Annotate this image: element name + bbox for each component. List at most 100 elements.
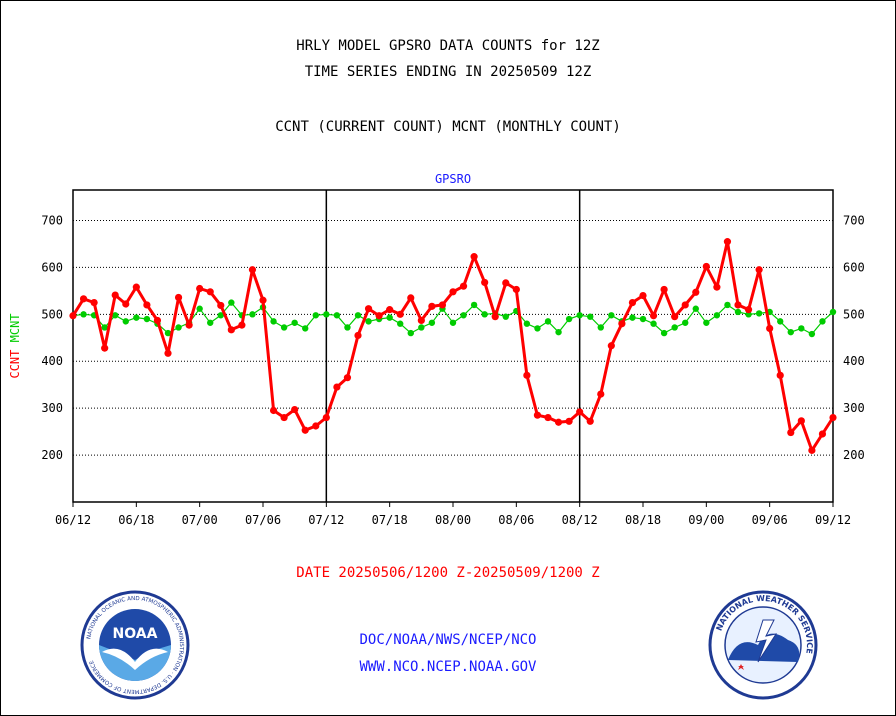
y-tick-label-right-700: 700 (843, 213, 865, 227)
point-mcnt-4 (112, 312, 119, 319)
point-mcnt-5 (122, 318, 129, 325)
point-mcnt-38 (470, 301, 478, 309)
y-tick-label-right-200: 200 (843, 448, 865, 462)
point-ccnt-58 (681, 301, 689, 309)
x-tick-label-4: 07/12 (308, 513, 344, 527)
x-tick-label-1: 06/18 (118, 513, 154, 527)
point-mcnt-9 (164, 329, 172, 337)
point-mcnt-17 (249, 311, 256, 318)
point-mcnt-39 (481, 311, 488, 318)
point-mcnt-53 (629, 314, 636, 321)
point-ccnt-22 (301, 426, 309, 434)
point-mcnt-15 (228, 299, 235, 306)
point-mcnt-20 (280, 324, 288, 331)
point-mcnt-47 (565, 315, 573, 323)
point-ccnt-25 (333, 383, 341, 391)
y-tick-label-left-200: 200 (41, 448, 63, 462)
point-ccnt-30 (386, 306, 394, 314)
point-ccnt-24 (322, 413, 330, 422)
point-mcnt-33 (418, 324, 425, 331)
point-ccnt-66 (766, 324, 774, 333)
point-ccnt-63 (734, 301, 742, 309)
point-mcnt-71 (819, 318, 826, 325)
x-tick-label-11: 09/06 (752, 513, 788, 527)
point-ccnt-59 (692, 288, 700, 296)
point-ccnt-48 (576, 408, 584, 416)
point-ccnt-2 (90, 299, 98, 307)
point-mcnt-49 (587, 313, 594, 320)
x-tick-label-6: 08/00 (435, 513, 471, 527)
point-mcnt-14 (217, 312, 224, 319)
point-ccnt-53 (628, 299, 637, 307)
y-tick-label-right-300: 300 (843, 401, 865, 415)
point-ccnt-21 (291, 405, 299, 414)
point-ccnt-0 (69, 312, 77, 320)
point-mcnt-51 (608, 312, 615, 319)
point-ccnt-49 (586, 417, 594, 425)
y-tick-label-right-600: 600 (843, 260, 865, 274)
point-mcnt-32 (407, 329, 414, 337)
point-ccnt-37 (459, 282, 468, 290)
y-axis-label: CCNT MCNT (8, 313, 22, 378)
point-ccnt-45 (544, 413, 552, 422)
point-ccnt-38 (470, 253, 478, 261)
point-ccnt-33 (417, 316, 425, 325)
point-mcnt-46 (555, 328, 562, 336)
point-mcnt-50 (597, 324, 604, 331)
x-tick-label-2: 07/00 (182, 513, 218, 527)
point-ccnt-72 (829, 413, 837, 422)
point-mcnt-67 (777, 318, 784, 325)
y-tick-label-left-500: 500 (41, 307, 63, 321)
point-ccnt-15 (227, 326, 235, 334)
point-mcnt-30 (386, 314, 393, 321)
point-ccnt-13 (206, 288, 214, 296)
point-ccnt-50 (597, 390, 605, 398)
point-mcnt-58 (682, 319, 689, 326)
point-ccnt-5 (122, 300, 130, 308)
point-mcnt-55 (650, 320, 657, 327)
point-ccnt-26 (343, 374, 352, 382)
point-mcnt-44 (534, 325, 541, 332)
panel-title: GPSRO (435, 172, 471, 186)
point-ccnt-41 (502, 279, 510, 287)
point-mcnt-3 (101, 324, 108, 331)
point-ccnt-51 (607, 342, 615, 350)
chart-title-line1: HRLY MODEL GPSRO DATA COUNTS for 12Z (296, 38, 600, 54)
point-mcnt-21 (291, 319, 298, 326)
series-line-ccnt (71, 240, 835, 452)
point-mcnt-60 (703, 319, 710, 326)
credit-website[interactable]: WWW.NCO.NCEP.NOAA.GOV (359, 659, 537, 675)
x-tick-label-5: 07/18 (372, 513, 408, 527)
point-ccnt-4 (111, 291, 119, 299)
point-ccnt-65 (755, 266, 763, 274)
point-ccnt-69 (797, 417, 805, 425)
x-tick-label-3: 07/06 (245, 513, 281, 527)
point-mcnt-37 (460, 312, 467, 319)
point-ccnt-55 (649, 312, 658, 320)
point-mcnt-28 (365, 318, 372, 325)
point-ccnt-20 (280, 413, 288, 422)
point-ccnt-39 (481, 278, 489, 287)
point-ccnt-47 (565, 417, 573, 425)
point-ccnt-60 (702, 262, 710, 271)
y-tick-label-left-300: 300 (41, 401, 63, 415)
x-tick-label-12: 09/12 (815, 513, 851, 527)
point-mcnt-68 (787, 328, 794, 336)
point-mcnt-22 (302, 325, 309, 332)
point-ccnt-64 (744, 306, 753, 314)
point-ccnt-43 (523, 371, 531, 379)
point-mcnt-13 (207, 319, 214, 326)
point-ccnt-17 (248, 266, 257, 274)
point-ccnt-70 (808, 446, 816, 454)
nws-logo: NATIONAL WEATHER SERVICE (708, 590, 818, 700)
point-ccnt-52 (618, 320, 626, 328)
point-mcnt-41 (502, 313, 509, 320)
y-tick-label-left-700: 700 (41, 213, 63, 227)
point-mcnt-6 (133, 314, 140, 321)
point-mcnt-34 (428, 319, 436, 326)
point-ccnt-18 (259, 296, 267, 304)
credit-organizations: DOC/NOAA/NWS/NCEP/NCO (359, 632, 537, 648)
point-mcnt-65 (755, 310, 763, 317)
point-ccnt-71 (818, 430, 827, 438)
